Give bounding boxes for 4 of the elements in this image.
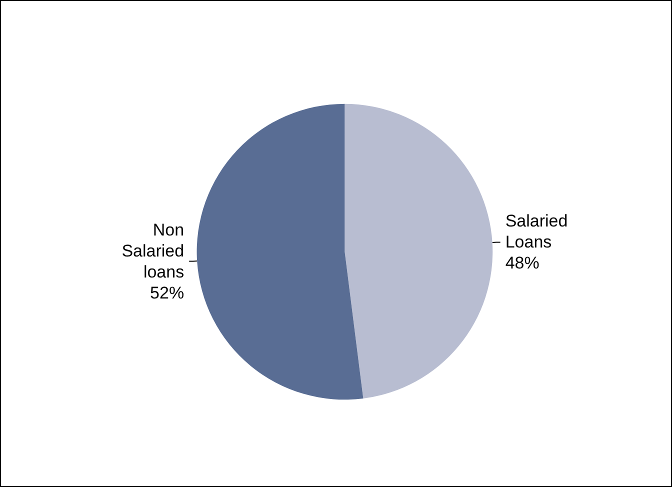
data-label: 52% xyxy=(150,283,184,302)
slice-label: Salaried Loans xyxy=(505,212,568,252)
slice-label: Non Salaried loans xyxy=(122,220,184,282)
data-label: 48% xyxy=(505,254,540,273)
